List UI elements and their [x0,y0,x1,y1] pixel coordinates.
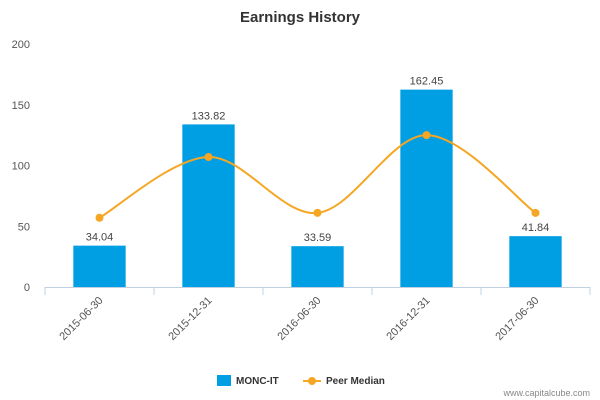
credit-text: www.capitalcube.com [502,388,590,398]
bar-value-label: 41.84 [522,222,550,234]
bar[interactable] [509,236,562,287]
bar[interactable] [73,245,126,287]
line-series [95,131,540,222]
x-tick-label: 2016-12-31 [384,295,432,343]
bar-value-label: 33.59 [304,232,332,244]
bar[interactable] [291,246,344,287]
legend-swatch-marker [308,377,316,385]
y-tick-label: 100 [12,161,30,173]
peer-median-point[interactable] [313,208,322,217]
y-tick-label: 150 [12,100,30,112]
peer-median-point[interactable] [531,208,540,217]
bar[interactable] [400,89,453,287]
legend[interactable]: MONC-IT Peer Median [217,375,385,387]
legend-label-bar[interactable]: MONC-IT [236,376,279,387]
bar-value-label: 133.82 [192,110,226,122]
bar-series [73,89,562,288]
legend-swatch-bar [217,375,231,386]
peer-median-point[interactable] [95,213,104,222]
x-tick-label: 2015-06-30 [57,295,105,343]
peer-median-line [99,134,537,219]
bar[interactable] [182,124,235,288]
y-tick-label: 0 [24,282,30,294]
y-tick-label: 50 [18,221,30,233]
peer-median-point[interactable] [204,152,213,161]
peer-median-point[interactable] [422,131,431,140]
bar-value-label: 34.04 [86,232,114,244]
y-axis: 0 50 100 150 200 [12,39,30,294]
chart-title: Earnings History [240,9,361,26]
x-tick-label: 2017-06-30 [493,295,541,343]
data-labels: 34.04 133.82 33.59 162.45 41.84 [86,76,550,245]
legend-label-line[interactable]: Peer Median [326,376,385,387]
x-tick-label: 2015-12-31 [166,295,214,343]
x-axis: 2015-06-30 2015-12-31 2016-06-30 2016-12-31… [44,287,591,343]
y-tick-label: 200 [12,39,30,51]
bar-value-label: 162.45 [410,76,444,88]
x-tick-label: 2016-06-30 [275,295,323,343]
